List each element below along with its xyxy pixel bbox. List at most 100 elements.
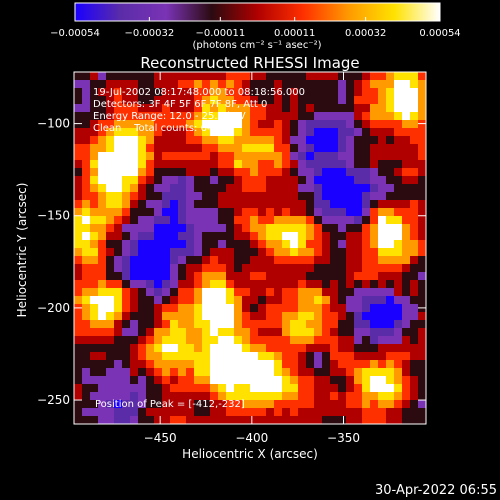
heatmap-cell: [306, 104, 315, 113]
heatmap-cell: [346, 280, 355, 289]
heatmap-cell: [226, 248, 235, 257]
heatmap-cell: [202, 264, 211, 273]
heatmap-cell: [162, 144, 171, 153]
heatmap-cell: [370, 224, 379, 233]
heatmap-cell: [162, 352, 171, 361]
heatmap-cell: [202, 392, 211, 401]
heatmap-cell: [154, 256, 163, 265]
heatmap-cell: [226, 96, 235, 105]
heatmap-cell: [330, 312, 339, 321]
heatmap-cell: [274, 128, 283, 137]
heatmap-cell: [138, 384, 147, 393]
heatmap-cell: [194, 368, 203, 377]
heatmap-cell: [298, 200, 307, 209]
heatmap-cell: [266, 200, 275, 209]
heatmap-cell: [178, 392, 187, 401]
heatmap-cell: [274, 376, 283, 385]
heatmap-cell: [98, 104, 107, 113]
heatmap-cell: [130, 192, 139, 201]
heatmap-cell: [266, 384, 275, 393]
heatmap-cell: [338, 224, 347, 233]
heatmap-cell: [370, 104, 379, 113]
colorbar-tick-label: 0.00011: [274, 28, 315, 39]
axes: −450 −400 −350−100−150−200−250: [37, 72, 426, 445]
heatmap-cell: [122, 376, 131, 385]
heatmap-cell: [346, 304, 355, 313]
heatmap-cell: [298, 408, 307, 417]
heatmap-cell: [74, 256, 83, 265]
heatmap-cell: [186, 288, 195, 297]
heatmap-cell: [418, 416, 426, 424]
heatmap-cell: [282, 224, 291, 233]
heatmap-cell: [242, 200, 251, 209]
heatmap-cell: [266, 272, 275, 281]
heatmap-cell: [106, 232, 115, 241]
heatmap-cell: [138, 224, 147, 233]
heatmap-cell: [178, 368, 187, 377]
heatmap-cell: [394, 384, 403, 393]
heatmap-cell: [410, 280, 419, 289]
heatmap-cell: [90, 144, 99, 153]
heatmap-cell: [90, 152, 99, 161]
heatmap-cell: [170, 128, 179, 137]
heatmap-cell: [186, 72, 195, 81]
heatmap-cell: [234, 264, 243, 273]
heatmap-cell: [338, 408, 347, 417]
heatmap-cell: [90, 112, 99, 121]
heatmap-cell: [378, 312, 387, 321]
heatmap-cell: [306, 216, 315, 225]
heatmap-cell: [378, 392, 387, 401]
heatmap-cell: [418, 408, 426, 417]
heatmap-cell: [250, 264, 259, 273]
heatmap-cell: [234, 120, 243, 129]
heatmap-cell: [122, 176, 131, 185]
heatmap-cell: [290, 344, 299, 353]
heatmap-cell: [402, 368, 411, 377]
heatmap-cell: [234, 416, 243, 424]
heatmap-cell: [258, 144, 267, 153]
heatmap-cell: [210, 392, 219, 401]
heatmap-cell: [306, 240, 315, 249]
heatmap-cell: [74, 408, 83, 417]
heatmap-cell: [194, 152, 203, 161]
heatmap-cell: [266, 72, 275, 81]
heatmap-cell: [386, 208, 395, 217]
heatmap-cell: [162, 184, 171, 193]
heatmap-cell: [130, 272, 139, 281]
heatmap-cell: [114, 320, 123, 329]
heatmap-cell: [362, 128, 371, 137]
heatmap-cell: [218, 312, 227, 321]
heatmap-cell: [394, 192, 403, 201]
heatmap-cell: [410, 240, 419, 249]
colorbar: −0.00054 −0.00032 −0.00011 0.00011 0.00032 0.…: [50, 2, 461, 51]
heatmap-cell: [282, 240, 291, 249]
heatmap-cell: [362, 224, 371, 233]
heatmap-cell: [122, 304, 131, 313]
heatmap-cell: [194, 288, 203, 297]
heatmap-cell: [250, 368, 259, 377]
heatmap-cell: [210, 312, 219, 321]
heatmap-cell: [234, 280, 243, 289]
heatmap-cell: [178, 416, 187, 424]
heatmap-cell: [386, 416, 395, 424]
heatmap-cell: [258, 296, 267, 305]
heatmap-cell: [354, 240, 363, 249]
heatmap-cell: [218, 264, 227, 273]
heatmap-cell: [378, 240, 387, 249]
heatmap-cell: [290, 160, 299, 169]
heatmap-cell: [274, 288, 283, 297]
heatmap-cell: [202, 280, 211, 289]
heatmap-cell: [362, 248, 371, 257]
heatmap-cell: [314, 112, 323, 121]
heatmap-cell: [274, 112, 283, 121]
heatmap-cell: [346, 184, 355, 193]
heatmap-cell: [290, 352, 299, 361]
heatmap-cell: [162, 72, 171, 81]
heatmap-cell: [210, 176, 219, 185]
heatmap-cell: [402, 144, 411, 153]
heatmap-cell: [194, 280, 203, 289]
heatmap-cell: [178, 232, 187, 241]
heatmap-cell: [210, 136, 219, 145]
heatmap-cell: [290, 120, 299, 129]
heatmap-cell: [122, 232, 131, 241]
